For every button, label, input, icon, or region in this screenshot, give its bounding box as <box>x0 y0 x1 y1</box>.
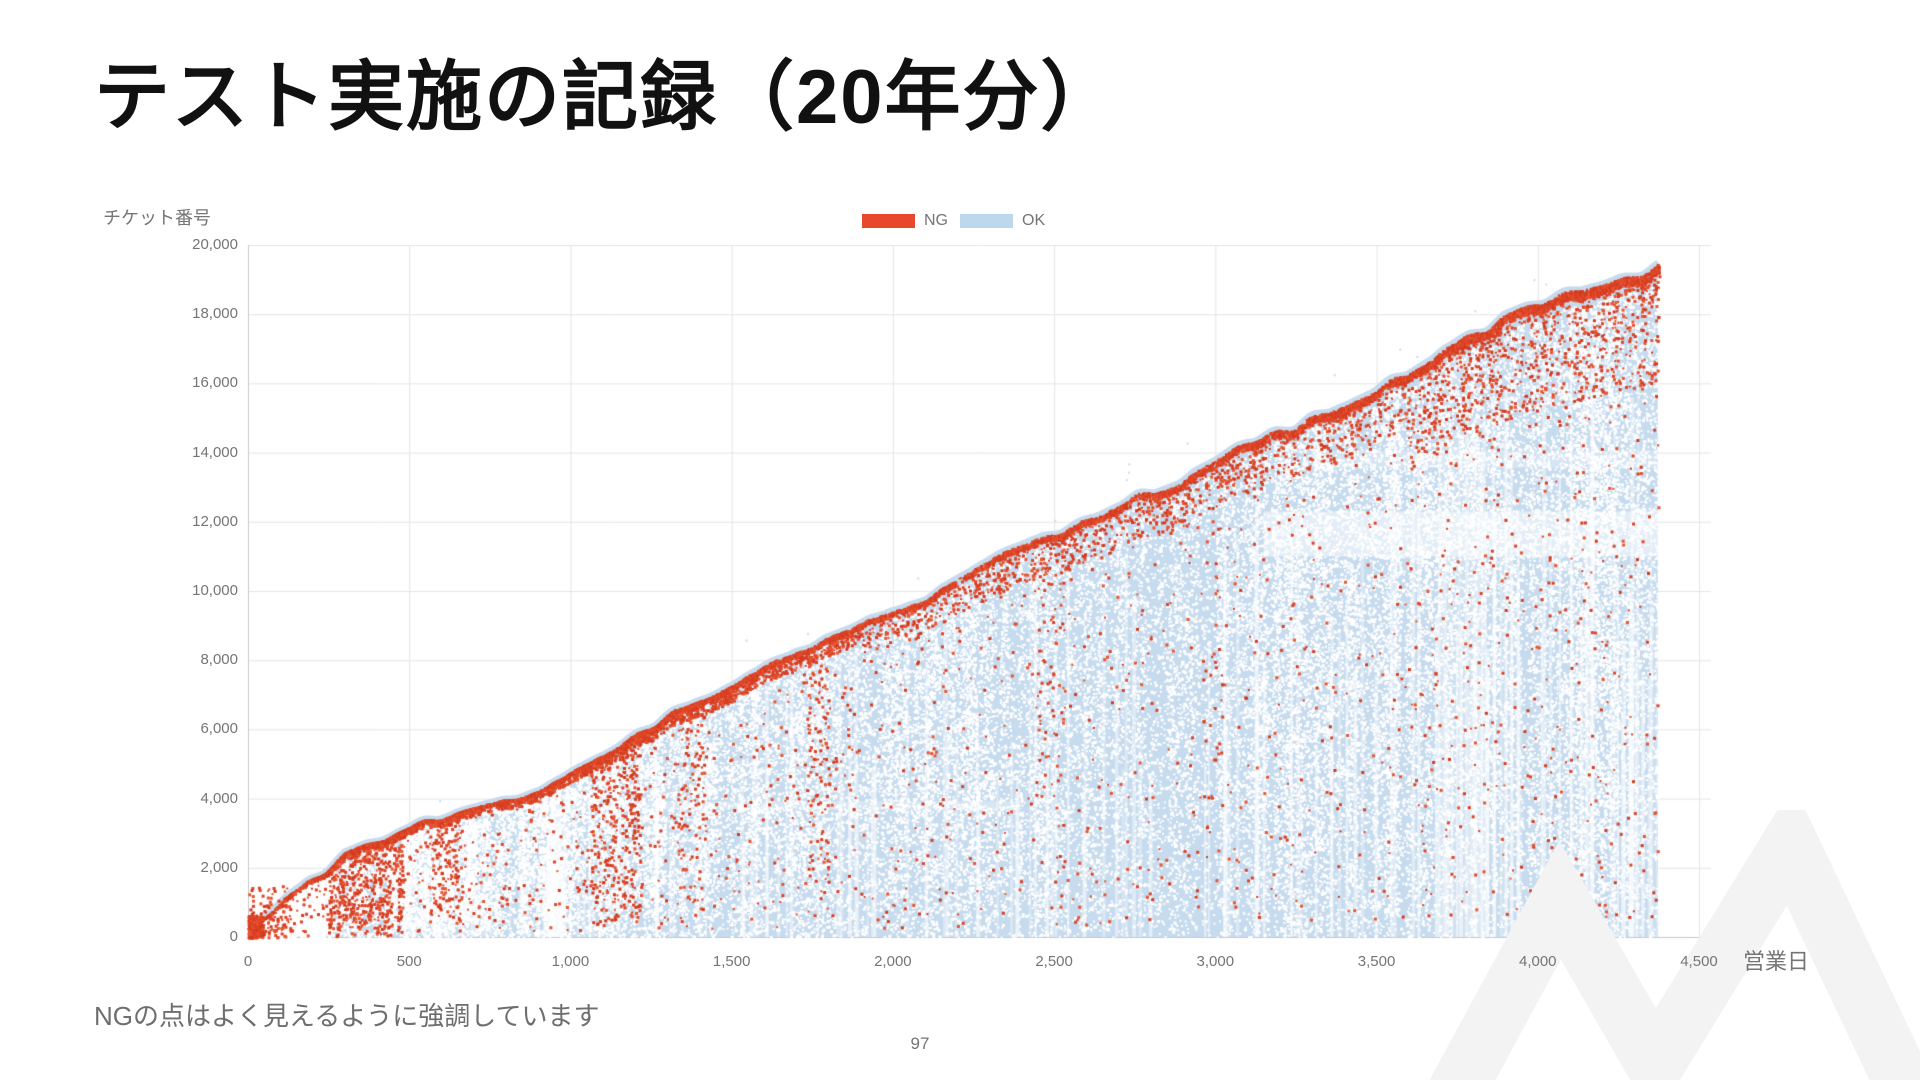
slide-title: テスト実施の記録（20年分） <box>94 55 1119 140</box>
x-axis-title: 営業日 <box>1743 949 1810 974</box>
legend-ng-swatch <box>862 214 915 228</box>
watermark-zigzag-icon <box>1429 810 1920 1080</box>
legend-item-ng: NG <box>862 212 948 230</box>
chart-legend: NG OK <box>862 212 1045 230</box>
legend-ok-swatch <box>960 214 1013 228</box>
legend-item-ok: OK <box>960 212 1045 230</box>
legend-ok-label: OK <box>1022 212 1046 229</box>
y-axis-title: チケット番号 <box>103 208 211 228</box>
legend-ng-label: NG <box>924 212 948 229</box>
page-number: 97 <box>910 1034 930 1053</box>
footnote: NGの点はよく見えるように強調しています <box>94 1001 600 1031</box>
